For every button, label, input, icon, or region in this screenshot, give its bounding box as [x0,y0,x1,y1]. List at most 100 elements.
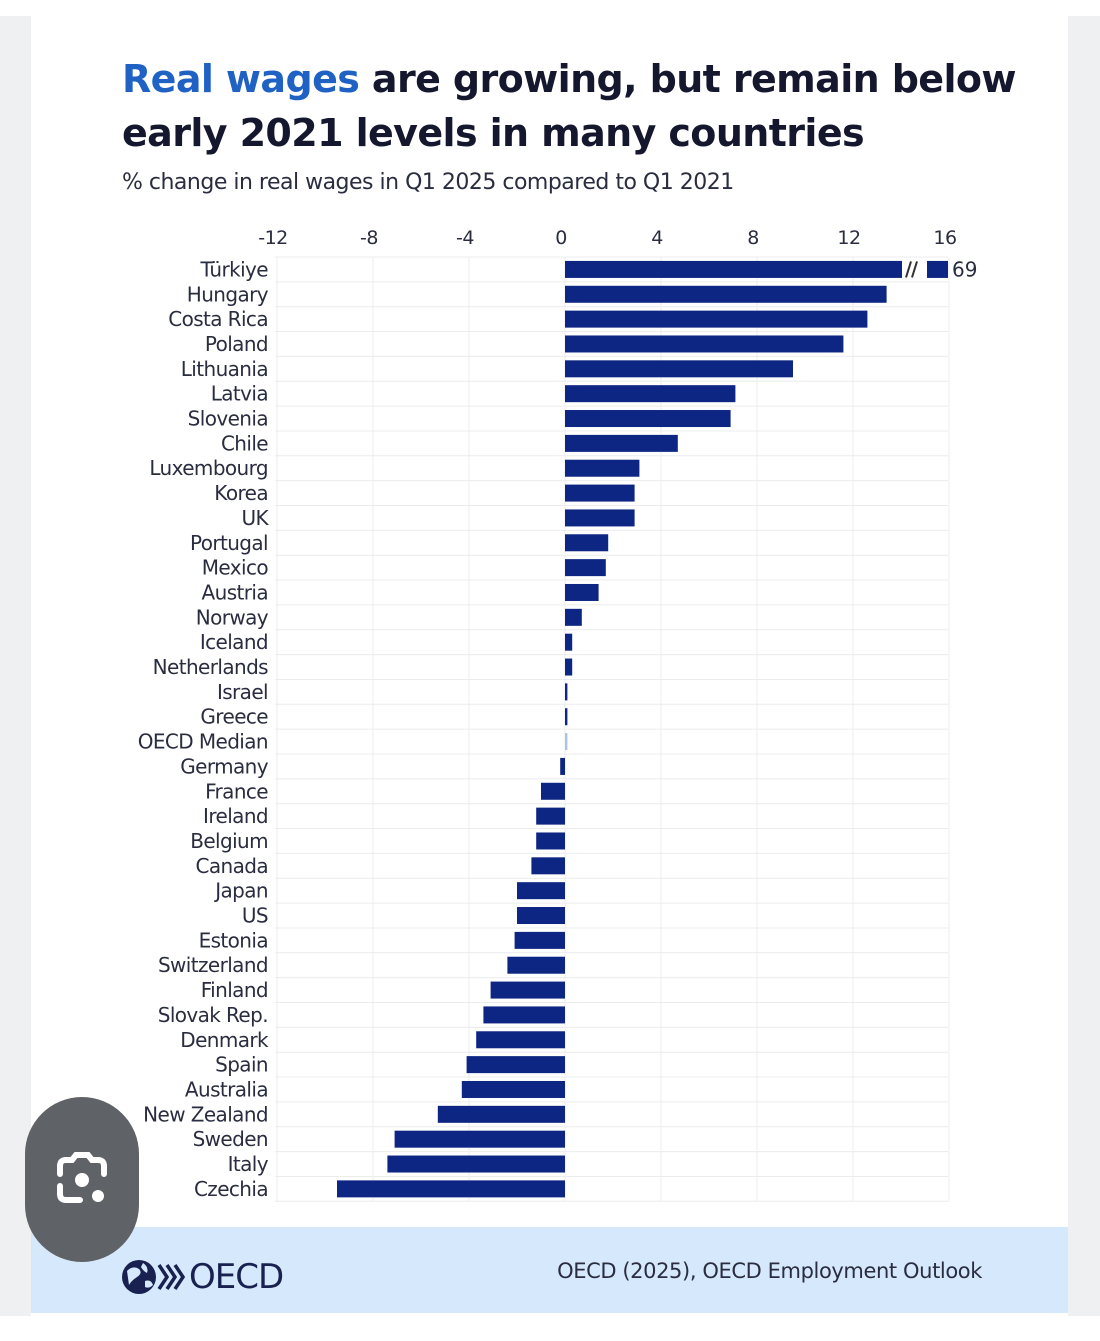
bar-break-segment [927,260,948,278]
axis-break-mark [911,261,918,278]
category-label: Ireland [203,804,268,828]
x-tick-label: 4 [651,227,663,249]
category-label: Poland [205,332,268,356]
category-label: Lithuania [181,357,268,381]
bar [565,559,606,577]
category-label: Sweden [193,1127,268,1151]
category-label: Latvia [211,382,268,406]
chart-title: Real wages are growing, but remain below… [122,52,1022,160]
category-label: Australia [185,1077,268,1101]
bar [565,310,868,328]
bar-value-label: 69 [952,257,977,281]
x-tick-label: 8 [747,227,759,249]
oecd-logo: OECD [119,1255,284,1299]
category-label: Chile [221,431,268,455]
bar [565,658,573,676]
footer-band: OECD OECD (2025), OECD Employment Outloo… [31,1227,1068,1313]
bar [560,757,565,775]
bar [536,807,565,825]
bar [565,285,887,303]
x-tick-label: -8 [360,227,378,249]
right-edge-strip [1068,16,1100,1316]
category-label: Slovenia [188,407,268,431]
category-label: Spain [215,1053,268,1077]
bar [483,1006,565,1024]
bar [476,1031,565,1049]
bar [517,907,565,925]
bar [565,583,599,601]
category-label: Estonia [199,928,268,952]
x-tick-label: 12 [837,227,860,249]
category-label: Norway [196,605,269,629]
bar [565,385,736,403]
chart-title-rest: are growing, but remain below early 2021… [122,57,1017,155]
category-label: UK [241,506,269,530]
category-label: Netherlands [153,655,268,679]
x-tick-label: 16 [933,227,956,249]
category-label: Belgium [190,829,268,853]
bar [507,956,565,974]
axis-break-mark [905,261,912,278]
category-label: Türkiye [200,257,269,281]
category-label: Korea [214,481,268,505]
bar [387,1155,565,1173]
google-lens-button[interactable] [25,1097,139,1262]
category-label: OECD Median [138,730,268,754]
bar [565,534,609,552]
category-label: Denmark [180,1028,269,1052]
category-label: Hungary [187,282,269,306]
x-tick-label: 0 [555,227,567,249]
oecd-globe-icon [122,1260,186,1294]
bar [565,608,582,626]
bar [514,931,565,949]
category-label: Slovak Rep. [158,1003,268,1027]
bar [565,708,568,726]
left-edge-strip [0,16,31,1316]
category-label: Israel [217,680,268,704]
google-lens-icon [57,1151,107,1203]
bar [565,434,678,452]
source-note: OECD (2025), OECD Employment Outlook [557,1259,982,1283]
bar [437,1105,565,1123]
category-label: Austria [202,580,268,604]
category-label: Costa Rica [168,307,268,331]
category-label: France [205,779,268,803]
bar [565,484,635,502]
category-label: Luxembourg [149,456,268,480]
bar [541,782,565,800]
category-label: Germany [180,754,268,778]
category-label: Canada [195,854,268,878]
category-label: Switzerland [158,953,268,977]
bar [565,633,573,651]
category-label: New Zealand [143,1102,268,1126]
bar [565,459,640,477]
category-label: Greece [200,705,268,729]
bar [337,1180,565,1198]
category-label: Iceland [200,630,268,654]
category-label: Czechia [194,1177,268,1201]
chart-subtitle: % change in real wages in Q1 2025 compar… [122,170,734,195]
bar [517,882,565,900]
x-tick-label: -4 [456,227,474,249]
bar [461,1080,565,1098]
bar [531,857,565,875]
bar [565,360,793,378]
category-label: Portugal [190,531,268,555]
bar [394,1130,565,1148]
bar [565,509,635,527]
bar [466,1056,565,1074]
bar [565,335,844,353]
chart-title-accent: Real wages [122,57,360,101]
oecd-logo-text: OECD [189,1257,284,1297]
bar [565,260,902,278]
bar [536,832,565,850]
bar [565,733,568,751]
bar [565,683,568,701]
category-label: Japan [213,879,268,903]
category-label: US [242,904,268,928]
bar [490,981,565,999]
category-label: Finland [201,978,268,1002]
category-label: Italy [228,1152,269,1176]
category-label: Mexico [202,556,269,580]
